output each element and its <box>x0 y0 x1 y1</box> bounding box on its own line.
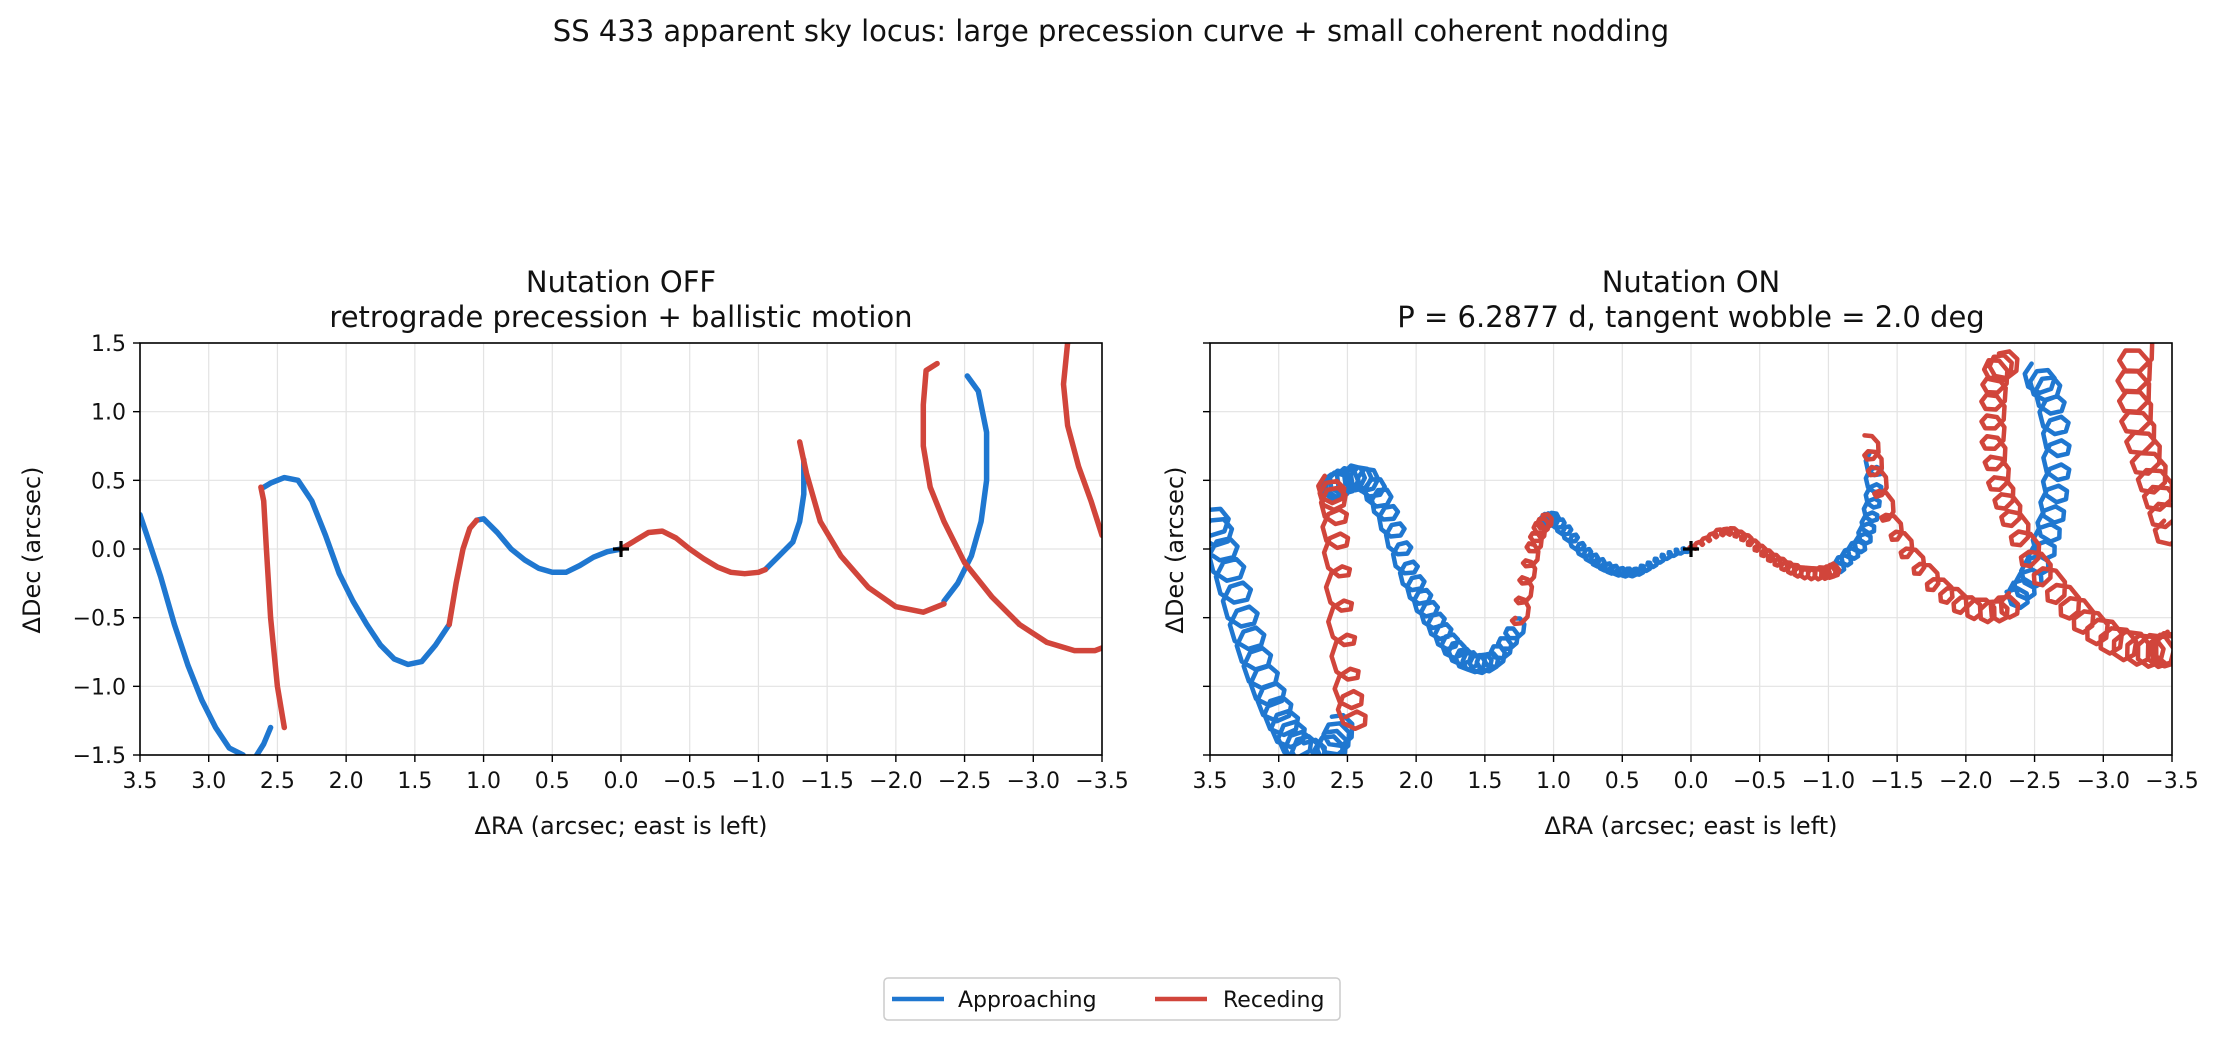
x-axis-label: ΔRA (arcsec; east is left) <box>1544 812 1837 840</box>
x-tick-label: −1.5 <box>1870 769 1923 794</box>
core-marker <box>1683 541 1699 557</box>
x-tick-label: −2.0 <box>1939 769 1992 794</box>
x-tick-label: 1.0 <box>1536 769 1571 794</box>
series-line-receding <box>1060 343 1102 539</box>
core-marker <box>613 541 629 557</box>
x-tick-label: −2.5 <box>938 769 991 794</box>
x-tick-label: −1.0 <box>1802 769 1855 794</box>
series-line-receding <box>920 360 1102 654</box>
panel-title: Nutation OFF <box>526 265 716 299</box>
series-line-approaching <box>762 456 807 573</box>
legend-label-approaching: Approaching <box>958 988 1097 1013</box>
x-tick-label: −0.5 <box>663 769 716 794</box>
x-tick-label: −2.5 <box>2008 769 2061 794</box>
series-line-approaching <box>254 724 274 755</box>
y-tick-label: 1.0 <box>91 401 126 426</box>
series-line-receding <box>258 484 288 731</box>
x-tick-label: 2.5 <box>1330 769 1365 794</box>
panel-subtitle: P = 6.2877 d, tangent wobble = 2.0 deg <box>1397 300 1984 334</box>
x-tick-label: 0.0 <box>1674 769 1709 794</box>
x-tick-label: −3.5 <box>1075 769 1128 794</box>
x-tick-label: −1.5 <box>800 769 853 794</box>
series-line-approaching <box>1210 506 1327 755</box>
legend: Approaching Receding <box>883 977 1341 1021</box>
legend-label-receding: Receding <box>1223 988 1324 1013</box>
series-line-approaching <box>2004 361 2072 611</box>
series-line-approaching <box>473 516 624 576</box>
series-line-receding <box>1979 349 2172 670</box>
plot-area <box>140 343 1102 755</box>
y-tick-label: 0.0 <box>91 538 126 563</box>
panel-nutation-on: Nutation ON P = 6.2877 d, tangent wobble… <box>1161 265 2199 840</box>
series-line-approaching <box>1320 463 1527 676</box>
x-tick-label: 0.5 <box>1605 769 1640 794</box>
series-line-receding <box>2115 343 2172 547</box>
y-tick-label: 1.5 <box>91 332 126 357</box>
series-line-approaching <box>140 511 246 755</box>
series-line-receding <box>1862 433 2021 625</box>
x-axis-label: ΔRA (arcsec; east is left) <box>474 812 767 840</box>
series-line-approaching <box>1310 712 1355 755</box>
x-tick-label: −2.0 <box>869 769 922 794</box>
panel-title: Nutation ON <box>1602 265 1781 299</box>
x-tick-label: 1.5 <box>1467 769 1502 794</box>
x-tick-label: 3.0 <box>191 769 226 794</box>
x-tick-label: −3.5 <box>2145 769 2198 794</box>
series-line-approaching <box>941 373 990 604</box>
series-line-approaching <box>260 474 452 668</box>
y-tick-label: −1.0 <box>73 675 126 700</box>
series-line-receding <box>446 517 480 628</box>
x-tick-label: 2.5 <box>260 769 295 794</box>
y-tick-label: −0.5 <box>73 607 126 632</box>
x-tick-label: −0.5 <box>1733 769 1786 794</box>
x-tick-label: 0.5 <box>535 769 570 794</box>
panel-subtitle: retrograde precession + ballistic motion <box>329 300 912 334</box>
x-tick-label: −3.0 <box>2077 769 2130 794</box>
x-tick-label: 3.0 <box>1261 769 1296 794</box>
series-line-receding <box>1509 512 1554 627</box>
figure-suptitle: SS 433 apparent sky locus: large precess… <box>553 14 1669 48</box>
x-tick-label: 1.0 <box>466 769 501 794</box>
series-line-receding <box>618 528 769 577</box>
x-tick-label: 3.5 <box>123 769 158 794</box>
x-tick-label: −1.0 <box>732 769 785 794</box>
series-line-approaching <box>1538 510 1694 579</box>
x-tick-label: 2.0 <box>329 769 364 794</box>
series-line-receding <box>1687 526 1842 582</box>
series-line-receding <box>1316 473 1368 732</box>
x-tick-label: −3.0 <box>1007 769 1060 794</box>
series-line-approaching <box>1829 450 1884 575</box>
series-line-receding <box>796 439 947 615</box>
x-tick-label: 2.0 <box>1399 769 1434 794</box>
x-tick-label: 1.5 <box>397 769 432 794</box>
x-tick-label: 0.0 <box>604 769 639 794</box>
plot-area <box>1210 343 2172 755</box>
y-tick-label: −1.5 <box>73 744 126 769</box>
y-tick-label: 0.5 <box>91 469 126 494</box>
panel-nutation-off: Nutation OFF retrograde precession + bal… <box>18 265 1129 840</box>
legend-frame <box>883 977 1341 1021</box>
y-axis-label: ΔDec (arcsec) <box>18 467 46 634</box>
y-axis-label: ΔDec (arcsec) <box>1161 467 1189 634</box>
x-tick-label: 3.5 <box>1193 769 1228 794</box>
